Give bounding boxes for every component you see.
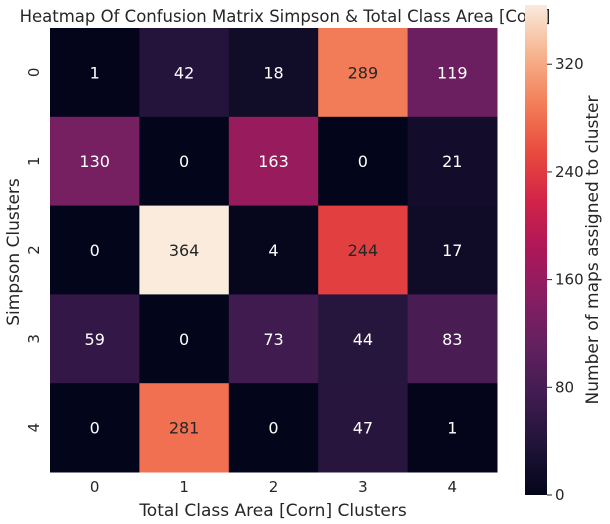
heatmap-cell bbox=[139, 116, 230, 207]
heatmap-cell bbox=[139, 294, 230, 384]
cell-value-label: 44 bbox=[353, 330, 373, 349]
heatmap-cell bbox=[318, 205, 409, 295]
x-tick-label: 1 bbox=[179, 478, 189, 496]
heatmap-cell bbox=[139, 205, 230, 295]
heatmap-cell bbox=[228, 116, 319, 207]
x-tick-labels: 0 1 2 3 4 bbox=[90, 478, 457, 496]
heatmap-cell bbox=[407, 116, 498, 207]
cell-value-label: 244 bbox=[348, 241, 379, 260]
heatmap-cells bbox=[50, 28, 498, 473]
cell-value-label: 0 bbox=[90, 419, 100, 438]
heatmap-cell bbox=[407, 383, 498, 473]
heatmap-cell bbox=[407, 205, 498, 295]
chart-title: Heatmap Of Confusion Matrix Simpson & To… bbox=[20, 7, 551, 26]
cell-value-label: 364 bbox=[169, 241, 200, 260]
colorbar-tick-label: 240 bbox=[555, 163, 584, 181]
cell-value-label: 0 bbox=[358, 152, 368, 171]
x-tick-label: 0 bbox=[90, 478, 100, 496]
heatmap-cell bbox=[228, 205, 319, 295]
heatmap-cell bbox=[407, 294, 498, 384]
colorbar-tick-label: 320 bbox=[555, 55, 584, 73]
cell-value-label: 18 bbox=[263, 63, 283, 82]
cell-value-label: 289 bbox=[348, 63, 379, 82]
heatmap-cell bbox=[50, 205, 140, 295]
cell-value-label: 4 bbox=[268, 241, 278, 260]
cell-value-label: 0 bbox=[179, 152, 189, 171]
heatmap-cell bbox=[139, 383, 230, 473]
x-tick-label: 3 bbox=[358, 478, 368, 496]
colorbar-tick-label: 80 bbox=[555, 378, 574, 396]
y-tick-label: 4 bbox=[25, 423, 43, 433]
heatmap-cell bbox=[228, 294, 319, 384]
cell-value-label: 0 bbox=[90, 241, 100, 260]
y-tick-label: 3 bbox=[25, 334, 43, 344]
cell-value-label: 21 bbox=[442, 152, 462, 171]
heatmap-cell bbox=[50, 383, 140, 473]
x-tick-label: 4 bbox=[448, 478, 458, 496]
cell-value-label: 42 bbox=[174, 63, 194, 82]
cell-value-label: 47 bbox=[353, 419, 373, 438]
cell-value-label: 17 bbox=[442, 241, 462, 260]
heatmap-cell bbox=[50, 116, 140, 207]
x-axis-label: Total Class Area [Corn] Clusters bbox=[138, 501, 407, 521]
heatmap-cell bbox=[50, 28, 140, 118]
cell-value-label: 59 bbox=[85, 330, 105, 349]
cell-value-label: 83 bbox=[442, 330, 462, 349]
cell-labels: 1 42 18 289 119 130 0 163 0 21 0 364 4 244 17 59 0 73 44 83… bbox=[79, 63, 467, 437]
cell-value-label: 119 bbox=[437, 63, 468, 82]
y-tick-labels: 0 1 2 3 4 bbox=[25, 68, 43, 433]
y-axis-label: Simpson Clusters bbox=[4, 178, 24, 326]
cell-value-label: 73 bbox=[263, 330, 283, 349]
colorbar-label: Number of maps assigned to cluster bbox=[583, 96, 603, 405]
heatmap-cell bbox=[407, 28, 498, 118]
cell-value-label: 0 bbox=[268, 419, 278, 438]
colorbar-tick-label: 160 bbox=[555, 271, 584, 289]
colorbar-ticks: 0 80 160 240 320 bbox=[547, 55, 584, 504]
colorbar bbox=[525, 5, 547, 495]
heatmap-cell bbox=[318, 294, 409, 384]
cell-value-label: 1 bbox=[447, 419, 457, 438]
heatmap-cell bbox=[50, 294, 140, 384]
y-tick-label: 1 bbox=[25, 156, 43, 166]
y-tick-label: 2 bbox=[25, 245, 43, 255]
y-tick-label: 0 bbox=[25, 68, 43, 78]
colorbar-tick-label: 0 bbox=[555, 486, 565, 504]
heatmap-cell bbox=[228, 383, 319, 473]
heatmap-cell bbox=[139, 28, 230, 118]
heatmap-cell bbox=[318, 116, 409, 207]
cell-value-label: 281 bbox=[169, 419, 200, 438]
cell-value-label: 163 bbox=[258, 152, 289, 171]
x-tick-label: 2 bbox=[269, 478, 279, 496]
heatmap-cell bbox=[228, 28, 319, 118]
heatmap-cell bbox=[318, 28, 409, 118]
cell-value-label: 1 bbox=[90, 63, 100, 82]
cell-value-label: 130 bbox=[79, 152, 110, 171]
heatmap-cell bbox=[318, 383, 409, 473]
cell-value-label: 0 bbox=[179, 330, 189, 349]
